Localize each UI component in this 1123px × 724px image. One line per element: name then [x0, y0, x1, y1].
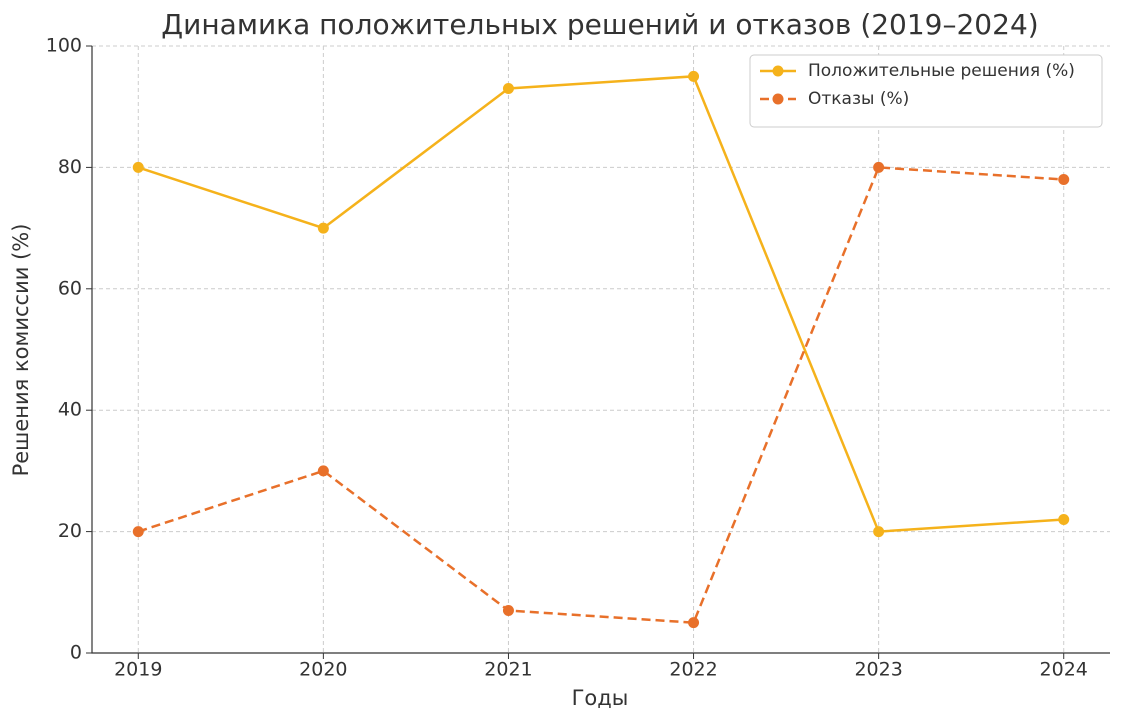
- x-tick-label: 2024: [1040, 659, 1088, 681]
- y-tick-label: 60: [58, 277, 82, 299]
- point: [317, 465, 329, 477]
- point: [502, 82, 514, 94]
- x-tick-label: 2022: [669, 659, 717, 681]
- y-axis-label: Решения комиссии (%): [9, 224, 33, 477]
- axes-frame: [91, 46, 1110, 654]
- series-line: [137, 166, 1064, 624]
- point: [502, 605, 514, 617]
- point: [132, 526, 144, 538]
- x-axis-label: Годы: [572, 686, 629, 710]
- point: [1058, 174, 1070, 186]
- legend-label: Положительные решения (%): [808, 61, 1075, 81]
- x-tick-label: 2019: [114, 659, 162, 681]
- x-tick-label: 2021: [484, 659, 532, 681]
- y-tick-label: 80: [58, 156, 82, 178]
- legend-marker: [772, 65, 784, 77]
- y-tick-label: 40: [58, 399, 82, 421]
- y-tick-label: 100: [46, 35, 82, 57]
- point: [132, 161, 144, 173]
- series-line: [137, 75, 1064, 533]
- point: [688, 617, 700, 629]
- point: [873, 526, 885, 538]
- x-tick-label: 2020: [299, 659, 347, 681]
- point: [317, 222, 329, 234]
- point: [688, 70, 700, 82]
- legend-label: Отказы (%): [808, 89, 909, 109]
- y-tick-label: 20: [58, 520, 82, 542]
- legend: Положительные решения (%) Отказы (%): [749, 54, 1103, 128]
- point: [873, 161, 885, 173]
- chart-title: Динамика положительных решений и отказов…: [161, 8, 1038, 41]
- point: [1058, 513, 1070, 525]
- y-tick-label: 0: [70, 642, 82, 664]
- x-tick-label: 2023: [854, 659, 902, 681]
- legend-box: [749, 54, 1103, 128]
- legend-marker: [772, 93, 784, 105]
